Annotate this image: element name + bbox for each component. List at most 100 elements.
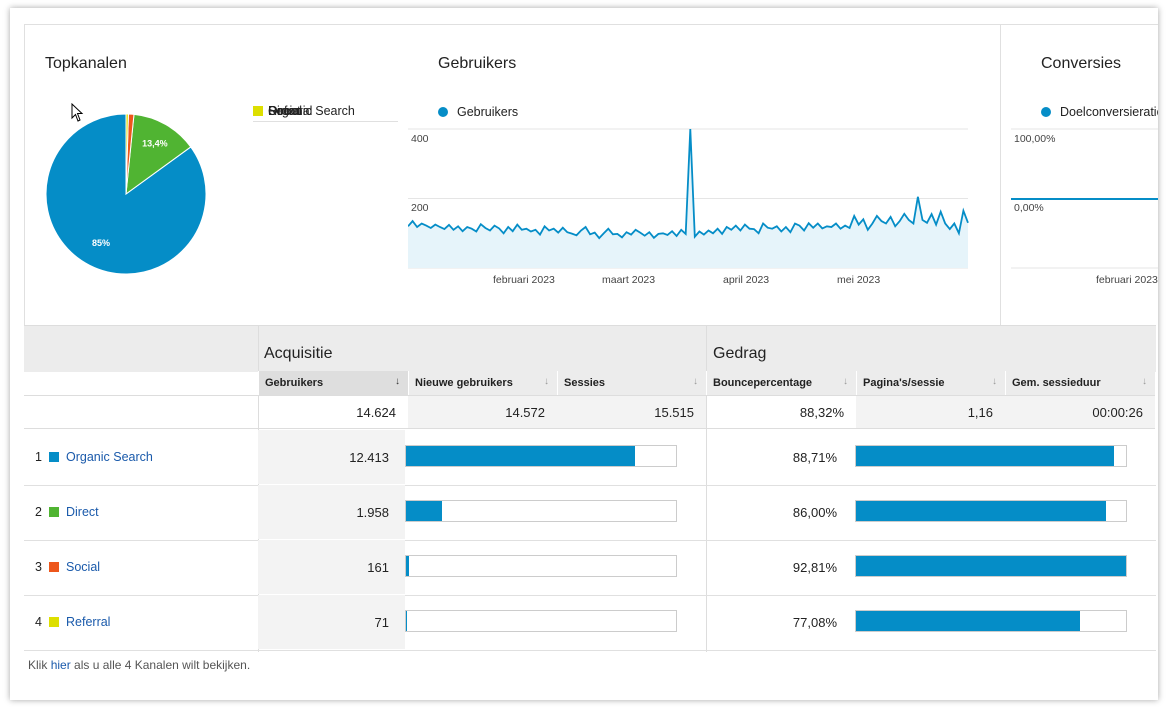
bar-fill: [406, 556, 409, 576]
x-tick-label: mei 2023: [837, 274, 881, 286]
pie-slice-label: 13,4%: [142, 139, 168, 149]
channel-name-cell: 4 Referral: [24, 595, 258, 649]
bar-fill: [856, 446, 1114, 466]
col-header-new-users[interactable]: Nieuwe gebruikers ↓: [408, 371, 557, 395]
channel-swatch: [49, 617, 59, 627]
col-header-sessions[interactable]: Sessies ↓: [557, 371, 706, 395]
table-header-band: [24, 325, 1156, 372]
col-header-bounce[interactable]: Bouncepercentage ↓: [706, 371, 856, 395]
x-tick-label: april 2023: [723, 274, 770, 286]
pie-slice[interactable]: [125, 113, 192, 196]
totals-label-cell: [24, 395, 258, 429]
channel-link[interactable]: Social: [66, 560, 101, 574]
conversions-line-chart: [1011, 128, 1158, 269]
col-header-label: Sessies: [564, 377, 605, 389]
row-index: 2: [35, 505, 42, 519]
sort-desc-icon: ↓: [693, 376, 698, 387]
pie-slice-label: 85%: [92, 238, 110, 248]
legend-label: Social: [268, 104, 303, 118]
total-users: 14.624: [258, 395, 408, 429]
table-row: 3 Social 161 92,81%: [24, 540, 1156, 596]
users-series-legend[interactable]: Gebruikers: [438, 105, 518, 119]
users-line-chart: [408, 128, 969, 269]
sort-desc-icon: ↓: [395, 376, 400, 387]
channel-name-cell: 3 Social: [24, 540, 258, 594]
users-share-bar: [405, 555, 677, 577]
users-value: 71: [258, 595, 405, 649]
column-divider: [706, 325, 707, 652]
y-tick-label: 100,00%: [1014, 133, 1056, 145]
bar-fill: [856, 611, 1081, 631]
col-header-label: Gem. sessieduur: [1012, 377, 1101, 389]
bounce-value: 92,81%: [792, 559, 837, 575]
group-behavior: Gedrag: [713, 345, 767, 362]
table-row: 1 Organic Search 12.413 88,71%: [24, 430, 1156, 486]
top-channels-title: Topkanalen: [45, 55, 127, 72]
col-header-label: Gebruikers: [265, 377, 324, 389]
conversions-series-legend[interactable]: Doelconversieratio: [1041, 105, 1158, 119]
series-label: Gebruikers: [457, 105, 519, 119]
total-sessions: 15.515: [557, 395, 706, 429]
legend-label: Direct: [268, 104, 301, 118]
col-header-users[interactable]: Gebruikers ↓: [258, 371, 408, 395]
bounce-bar: [855, 500, 1127, 522]
pie-chart: 85% 13,4%: [45, 113, 207, 275]
bounce-bar: [855, 555, 1127, 577]
col-header-pages-per-session[interactable]: Pagina's/sessie ↓: [856, 371, 1005, 395]
bounce-bar: [855, 610, 1127, 632]
bar-fill: [856, 501, 1107, 521]
conversions-title: Conversies: [1041, 55, 1122, 72]
pie-slice[interactable]: [125, 113, 129, 195]
series-line: [408, 128, 969, 240]
bounce-bar: [855, 445, 1127, 467]
table-row: 2 Direct 1.958 86,00%: [24, 485, 1156, 541]
channel-name-cell: 2 Direct: [24, 485, 258, 539]
bar-fill: [406, 501, 443, 521]
row-index: 4: [35, 615, 42, 629]
dashboard-frame: Topkanalen 85% 13,4% Organic Search Direc…: [10, 8, 1158, 700]
col-header-avg-duration[interactable]: Gem. sessieduur ↓: [1005, 371, 1155, 395]
row-index: 3: [35, 560, 42, 574]
series-label: Doelconversieratio: [1060, 105, 1158, 119]
sort-desc-icon: ↓: [1142, 376, 1147, 387]
legend-label: Organic Search: [268, 104, 355, 118]
channel-swatch: [49, 507, 59, 517]
channel-link[interactable]: Referral: [66, 615, 111, 629]
bar-fill: [856, 556, 1126, 576]
users-value: 1.958: [258, 485, 405, 539]
users-share-bar: [405, 610, 677, 632]
channel-link[interactable]: Direct: [66, 505, 99, 519]
x-tick-label: februari 2023: [493, 274, 555, 286]
col-header-label: Nieuwe gebruikers: [415, 377, 513, 389]
channel-name-cell: 1 Organic Search: [24, 430, 258, 484]
users-share-bar: [405, 445, 677, 467]
users-share-bar: [405, 500, 677, 522]
sort-desc-icon: ↓: [992, 376, 997, 387]
bounce-value: 88,71%: [792, 449, 837, 465]
channel-link[interactable]: Organic Search: [66, 450, 153, 464]
legend-label: Referral: [268, 104, 313, 118]
y-tick-label: 0,00%: [1014, 202, 1044, 214]
col-header-label: Bouncepercentage: [713, 377, 813, 389]
footer-note: Klik hier als u alle 4 Kanalen wilt beki…: [28, 658, 250, 672]
mouse-cursor-icon: [71, 103, 84, 122]
channel-swatch: [49, 562, 59, 572]
col-header-label: Pagina's/sessie: [863, 377, 945, 389]
bar-fill: [406, 446, 636, 466]
group-acquisition: Acquisitie: [264, 345, 333, 362]
footer-link[interactable]: hier: [50, 658, 71, 672]
total-bounce: 88,32%: [706, 395, 856, 429]
sort-desc-icon: ↓: [843, 376, 848, 387]
conversions-panel: Conversies Doelconversieratio 100,00% 0,…: [1001, 24, 1158, 325]
table-row: 4 Referral 71 77,08%: [24, 595, 1156, 651]
users-panel: Gebruikers Gebruikers 400 200 februari 2…: [398, 24, 1001, 325]
total-avg-duration: 00:00:26: [1005, 395, 1155, 429]
bounce-value: 77,08%: [792, 614, 837, 630]
y-tick-label: 400: [411, 133, 429, 145]
row-index: 1: [35, 450, 42, 464]
users-title: Gebruikers: [438, 55, 517, 72]
channel-swatch: [49, 452, 59, 462]
x-tick-label: maart 2023: [602, 274, 656, 286]
bounce-value: 86,00%: [792, 504, 837, 520]
bar-fill: [406, 611, 408, 631]
